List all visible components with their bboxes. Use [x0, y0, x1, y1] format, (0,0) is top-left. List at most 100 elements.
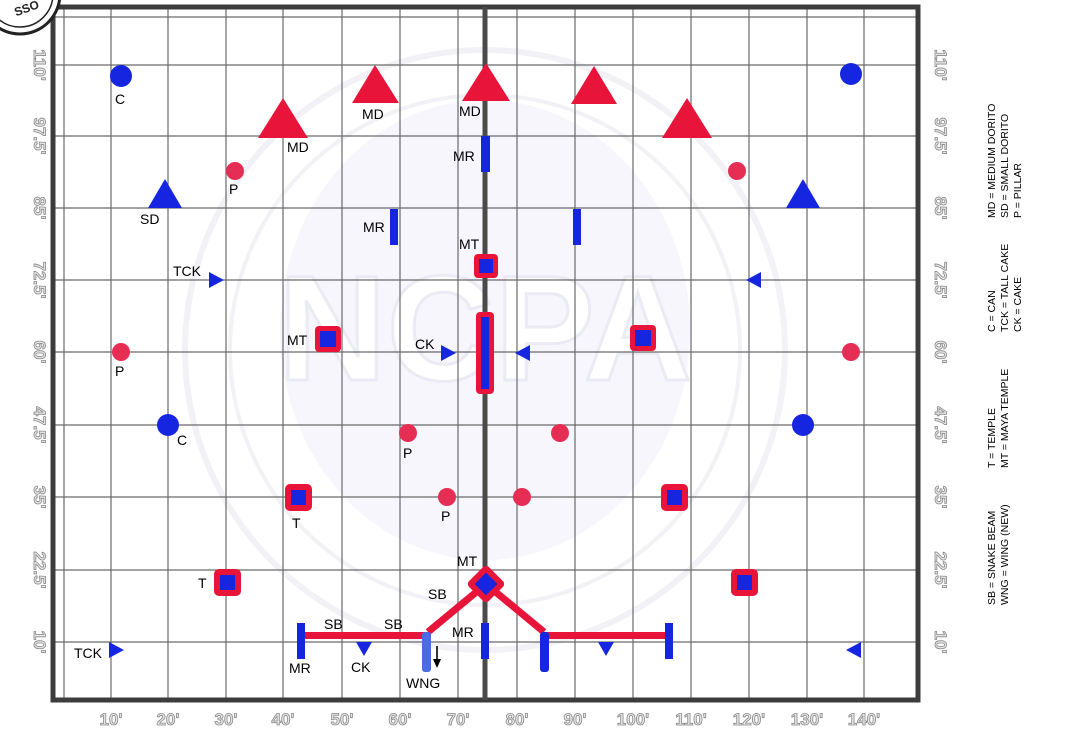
y-tick-label-right: 35' — [931, 486, 950, 509]
y-tick-label-right: 22.5' — [931, 551, 950, 588]
maya-temple-bunker — [630, 325, 656, 351]
mr-bunker — [297, 623, 305, 659]
cake-bunker — [515, 345, 530, 361]
y-tick-label-right: 60' — [931, 341, 950, 364]
legend-t: T = TEMPLE — [986, 408, 998, 468]
label-mr: MR — [363, 219, 385, 235]
legend-mt: MT = MAYA TEMPLE — [999, 369, 1011, 468]
x-tick-label: 50' — [331, 710, 354, 729]
wing-bunker — [540, 632, 549, 672]
snake-beam-bunker — [605, 632, 665, 639]
pillar-bunker — [438, 488, 456, 506]
medium-dorito-bunker — [352, 65, 399, 103]
label-mt: MT — [287, 332, 308, 348]
label-t: T — [198, 575, 207, 591]
center-long-bunker-core — [481, 317, 489, 389]
y-tick-label-right: 10' — [931, 631, 950, 654]
label-sd: SD — [140, 211, 159, 227]
x-tick-label: 70' — [447, 710, 470, 729]
y-tick-label-right: 47.5' — [931, 406, 950, 443]
small-dorito-bunker — [148, 179, 182, 208]
x-tick-label: 60' — [389, 710, 412, 729]
maya-temple-bunker — [474, 254, 498, 278]
pillar-bunker — [728, 162, 746, 180]
logo-seal-icon: SSO — [0, 0, 62, 36]
y-tick-label: 97.5' — [30, 117, 49, 154]
label-mt: MT — [457, 553, 478, 569]
can-bunker — [840, 63, 862, 85]
y-tick-label: 72.5' — [30, 261, 49, 298]
label-p: P — [403, 445, 412, 461]
label-p: P — [229, 181, 238, 197]
x-tick-label: 100' — [617, 710, 649, 729]
pillar-bunker — [399, 424, 417, 442]
label-mr: MR — [453, 148, 475, 164]
y-tick-label-right: 85' — [931, 197, 950, 220]
legend-c: C = CAN — [986, 290, 998, 332]
medium-dorito-bunker — [462, 63, 510, 101]
label-mr: MR — [452, 624, 474, 640]
y-tick-label: 22.5' — [30, 551, 49, 588]
y-tick-label: 85' — [30, 197, 49, 220]
mr-bunker — [573, 209, 581, 245]
legend-sd: SD = SMALL DORITO — [999, 114, 1011, 218]
label-md: MD — [459, 103, 481, 119]
can-bunker — [157, 414, 179, 436]
y-tick-label-right: 72.5' — [931, 261, 950, 298]
tall-cake-bunker — [746, 272, 761, 288]
x-tick-label: 20' — [157, 710, 180, 729]
legend-wng: WNG = WING (NEW) — [999, 504, 1011, 605]
temple-bunker — [285, 484, 312, 511]
y-tick-label: 35' — [30, 486, 49, 509]
temple-bunker — [731, 569, 758, 596]
label-sb: SB — [324, 616, 343, 632]
x-tick-label: 140' — [848, 710, 880, 729]
y-tick-label: 60' — [30, 341, 49, 364]
can-bunker — [792, 414, 814, 436]
legend: MD = MEDIUM DORITO SD = SMALL DORITO P =… — [986, 104, 1024, 605]
label-c: C — [177, 432, 187, 448]
x-tick-label: 90' — [564, 710, 587, 729]
wing-bunker — [422, 632, 431, 672]
tall-cake-bunker — [846, 642, 861, 658]
label-wng: WNG — [406, 675, 440, 691]
label-mt: MT — [459, 236, 480, 252]
cake-bunker — [441, 345, 456, 361]
label-sb: SB — [384, 616, 403, 632]
snake-beam-bunker — [305, 632, 365, 639]
tall-cake-bunker — [109, 642, 124, 658]
mr-bunker — [481, 623, 489, 659]
snake-beam-bunker — [365, 632, 425, 639]
label-md: MD — [362, 106, 384, 122]
label-mr: MR — [289, 660, 311, 676]
small-dorito-bunker — [786, 179, 820, 208]
x-tick-label: 110' — [675, 710, 706, 729]
medium-dorito-bunker — [571, 66, 617, 104]
medium-dorito-bunker — [662, 98, 712, 138]
label-md: MD — [287, 139, 309, 155]
cake-bunker — [356, 642, 372, 656]
y-tick-label-right: 97.5' — [931, 117, 950, 154]
y-axis-left: 110' 97.5' 85' 72.5' 60' 47.5' 35' 22.5' 10' — [30, 49, 50, 654]
mr-bunker — [390, 209, 398, 245]
y-tick-label: 110' — [30, 49, 49, 80]
y-axis-right: 110' 97.5' 85' 72.5' 60' 47.5' 35' 22.5' 10' — [931, 49, 951, 654]
label-p: P — [441, 508, 450, 524]
legend-tck: TCK = TALL CAKE — [999, 244, 1011, 332]
label-tck: TCK — [173, 263, 202, 279]
y-tick-label: 10' — [30, 631, 49, 654]
label-ck: CK — [351, 659, 371, 675]
x-tick-label: 130' — [791, 710, 823, 729]
mr-bunker — [481, 136, 490, 172]
legend-p: P = PILLAR — [1012, 163, 1024, 218]
temple-bunker — [661, 484, 688, 511]
pillar-bunker — [551, 424, 569, 442]
legend-md: MD = MEDIUM DORITO — [986, 104, 998, 218]
mr-bunker — [665, 623, 673, 659]
x-tick-label: 120' — [733, 710, 765, 729]
maya-temple-bunker — [467, 565, 505, 603]
tall-cake-bunker — [209, 272, 224, 288]
label-ck: CK — [415, 336, 435, 352]
legend-ck: CK = CAKE — [1012, 277, 1024, 332]
arrow-down-icon — [433, 646, 441, 668]
